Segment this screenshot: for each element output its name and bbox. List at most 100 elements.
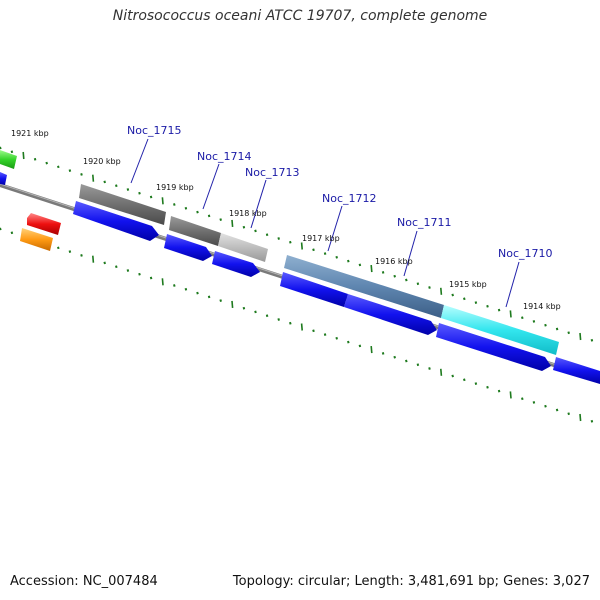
minor-tick	[405, 359, 408, 363]
callout-noc1712	[327, 205, 343, 252]
minor-tick	[416, 363, 420, 367]
scale-label-1917kbp: 1917 kbp	[302, 234, 340, 243]
gene-label-noc1712[interactable]: Noc_1712	[322, 192, 377, 205]
gene-feature-noc1714-cog	[169, 216, 221, 246]
minor-tick	[532, 401, 536, 404]
minor-tick	[451, 293, 454, 297]
genome-summary-text: Topology: circular; Length: 3,481,691 bp…	[232, 574, 590, 589]
minor-tick	[335, 255, 338, 259]
gene-labels[interactable]: Noc_1715 Noc_1714 Noc_1713 Noc_1712 Noc_…	[127, 124, 553, 260]
minor-tick	[115, 184, 118, 188]
gene-feature-noc1715-cog	[79, 184, 166, 225]
minor-tick	[80, 173, 83, 176]
major-tick	[440, 368, 443, 376]
minor-tick	[242, 225, 246, 229]
gene-features	[0, 150, 600, 384]
minor-tick	[219, 299, 222, 302]
minor-tick	[555, 408, 559, 412]
major-tick	[300, 242, 303, 250]
minor-tick	[68, 169, 72, 172]
major-tick	[579, 413, 582, 422]
minor-tick	[323, 333, 327, 336]
cds-arrow-right-edge	[553, 357, 600, 384]
callout-noc1710	[505, 261, 520, 308]
gene-label-noc1710[interactable]: Noc_1710	[498, 247, 553, 260]
callout-noc1713	[250, 179, 267, 229]
gene-label-noc1711[interactable]: Noc_1711	[397, 216, 452, 229]
gene-feature-red	[27, 213, 61, 235]
gene-feature-noc1711-cog	[441, 305, 559, 355]
minor-tick	[149, 276, 153, 280]
cds-arrow-noc1714	[164, 234, 212, 261]
minor-tick	[265, 233, 269, 237]
minor-tick	[393, 274, 396, 278]
minor-tick	[103, 261, 106, 265]
minor-tick	[416, 282, 420, 286]
minor-tick	[590, 338, 594, 342]
gene-label-noc1714[interactable]: Noc_1714	[197, 150, 252, 163]
minor-tick	[474, 382, 478, 385]
minor-tick	[173, 203, 176, 206]
minor-tick	[590, 419, 594, 423]
minor-tick	[126, 188, 130, 191]
scale-label-1914kbp: 1914 kbp	[523, 302, 561, 311]
gene-callouts	[130, 138, 520, 308]
major-tick	[231, 300, 234, 308]
minor-tick	[497, 308, 501, 312]
minor-tick	[138, 272, 141, 276]
minor-tick	[358, 344, 362, 348]
minor-tick	[184, 287, 188, 291]
minor-tick	[474, 301, 478, 304]
minor-tick	[544, 323, 547, 327]
minor-tick	[57, 246, 60, 250]
scale-label-1918kbp: 1918 kbp	[229, 209, 267, 218]
scale-label-1916kbp: 1916 kbp	[375, 257, 413, 266]
major-tick	[370, 346, 373, 354]
minor-tick	[173, 284, 176, 287]
minor-tick	[521, 316, 524, 320]
major-tick	[161, 197, 164, 205]
scale-label-1919kbp: 1919 kbp	[156, 183, 194, 192]
gene-label-noc1715[interactable]: Noc_1715	[127, 124, 182, 137]
minor-tick	[0, 227, 2, 231]
minor-tick	[428, 286, 431, 289]
gene-label-noc1713[interactable]: Noc_1713	[245, 166, 300, 179]
minor-tick	[335, 336, 338, 340]
minor-tick	[207, 214, 211, 218]
minor-tick	[405, 278, 408, 282]
minor-tick	[265, 314, 269, 318]
major-tick	[509, 310, 512, 318]
minor-tick	[45, 161, 48, 165]
minor-tick	[312, 329, 315, 333]
minor-tick	[219, 218, 222, 221]
minor-tick	[486, 304, 489, 308]
minor-tick	[393, 355, 396, 359]
minor-tick	[277, 318, 280, 321]
minor-tick	[68, 250, 72, 253]
callout-noc1714	[202, 163, 220, 210]
minor-tick	[289, 321, 292, 325]
cds-arrow-noc1710	[436, 323, 551, 371]
minor-tick	[10, 231, 14, 235]
minor-tick	[0, 146, 2, 150]
minor-tick	[567, 331, 570, 335]
major-tick	[161, 278, 164, 286]
major-tick	[22, 151, 25, 160]
major-tick	[231, 219, 234, 227]
callout-noc1715	[130, 138, 149, 184]
callout-noc1711	[403, 230, 418, 277]
major-tick	[300, 323, 303, 331]
minor-tick	[57, 165, 60, 169]
gene-feature-left-green	[0, 150, 17, 169]
minor-tick	[115, 265, 118, 269]
cds-arrow-noc1713	[212, 251, 260, 277]
gene-feature-noc1713-cog	[218, 233, 268, 262]
minor-tick	[196, 291, 199, 295]
cds-arrow-1	[0, 172, 7, 185]
scale-labels: 1921 kbp 1920 kbp 1919 kbp 1918 kbp 1917…	[11, 129, 561, 311]
minor-tick	[532, 320, 536, 323]
gene-feature-orange	[20, 228, 53, 251]
major-tick	[509, 391, 512, 399]
minor-tick	[486, 385, 489, 389]
